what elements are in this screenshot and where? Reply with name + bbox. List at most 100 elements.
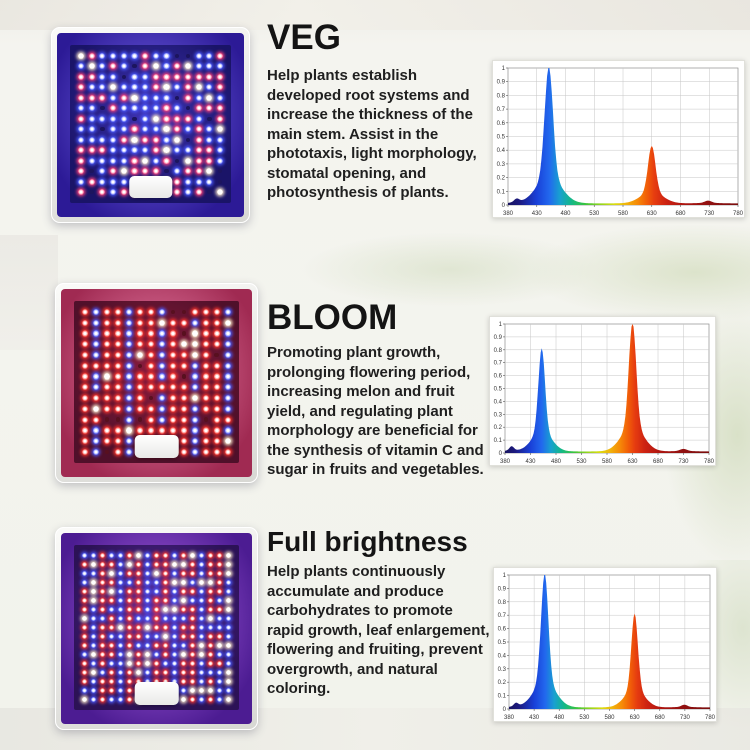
led-dot bbox=[206, 52, 213, 59]
led-dot bbox=[120, 147, 127, 154]
led-dot bbox=[153, 624, 160, 631]
led-dot bbox=[226, 570, 232, 576]
led-dot bbox=[77, 189, 85, 196]
svg-text:0: 0 bbox=[503, 707, 507, 713]
led-dot bbox=[189, 633, 196, 640]
led-dot bbox=[90, 660, 96, 667]
svg-text:0.8: 0.8 bbox=[498, 600, 507, 606]
svg-text:630: 630 bbox=[627, 459, 638, 465]
led-dot bbox=[152, 73, 159, 80]
led-dot bbox=[135, 642, 142, 649]
led-dot bbox=[171, 624, 178, 631]
led-dot bbox=[90, 688, 96, 694]
led-dot bbox=[213, 448, 220, 456]
led-dot bbox=[184, 178, 192, 185]
led-dot bbox=[224, 384, 231, 391]
led-dot bbox=[195, 136, 202, 143]
led-dot bbox=[207, 116, 212, 121]
led-dot bbox=[191, 427, 199, 434]
led-dot bbox=[171, 651, 178, 658]
led-dot bbox=[103, 308, 111, 316]
led-dot bbox=[144, 588, 151, 594]
led-dot bbox=[144, 561, 151, 567]
led-dot bbox=[142, 115, 149, 122]
led-dot bbox=[135, 552, 142, 558]
led-dot bbox=[226, 697, 232, 703]
led-dot bbox=[126, 697, 133, 703]
led-dot bbox=[199, 606, 205, 613]
svg-text:380: 380 bbox=[503, 211, 514, 217]
led-dot bbox=[108, 588, 114, 594]
led-dot bbox=[136, 384, 144, 391]
led-dot bbox=[82, 448, 89, 456]
led-dot bbox=[103, 405, 111, 413]
led-dot bbox=[191, 351, 199, 359]
led-dot bbox=[180, 606, 187, 613]
led-dot bbox=[120, 189, 127, 196]
led-dot bbox=[109, 84, 117, 91]
led-dot bbox=[174, 115, 181, 122]
led-dot bbox=[108, 697, 114, 703]
led-dot bbox=[135, 633, 142, 640]
led-dot bbox=[206, 126, 213, 133]
svg-text:580: 580 bbox=[604, 715, 615, 721]
led-dot bbox=[163, 63, 170, 70]
led-dot bbox=[108, 651, 114, 658]
led-dot bbox=[114, 395, 122, 402]
led-dot bbox=[109, 73, 117, 80]
led-dot bbox=[125, 395, 133, 402]
led-dot bbox=[206, 168, 213, 175]
led-dot bbox=[171, 615, 178, 622]
led-dot bbox=[153, 642, 160, 649]
led-dot bbox=[144, 570, 151, 576]
led-dot bbox=[162, 606, 169, 613]
led-dot bbox=[142, 63, 149, 70]
led-dot bbox=[213, 395, 220, 402]
led-dot bbox=[99, 642, 105, 649]
led-dot bbox=[158, 341, 166, 348]
svg-text:0.2: 0.2 bbox=[494, 425, 503, 431]
led-dot bbox=[120, 52, 127, 59]
led-dot bbox=[142, 105, 149, 112]
led-dot bbox=[88, 126, 95, 133]
led-dot bbox=[93, 395, 100, 402]
led-dot bbox=[109, 105, 117, 112]
full-brightness-heading: Full brightness bbox=[267, 526, 468, 557]
led-dot bbox=[189, 615, 196, 622]
panel-glow-cavity bbox=[61, 533, 252, 724]
led-dot bbox=[162, 588, 169, 594]
led-dot bbox=[189, 570, 196, 576]
led-dot bbox=[142, 52, 149, 59]
led-dot bbox=[208, 561, 214, 567]
led-dot bbox=[184, 147, 192, 154]
led-dot bbox=[213, 438, 220, 445]
led-dot bbox=[82, 319, 89, 326]
led-dot bbox=[174, 84, 181, 91]
led-dot bbox=[108, 552, 114, 558]
led-dot bbox=[147, 351, 155, 359]
led-dot bbox=[88, 94, 95, 101]
led-dot bbox=[136, 330, 144, 337]
led-dot bbox=[180, 588, 187, 594]
svg-text:0.2: 0.2 bbox=[497, 176, 506, 182]
led-dot bbox=[184, 63, 192, 70]
svg-text:580: 580 bbox=[602, 459, 613, 465]
led-dot bbox=[120, 94, 127, 101]
led-dot bbox=[180, 579, 187, 585]
led-board bbox=[74, 301, 239, 463]
led-dot bbox=[125, 341, 133, 348]
led-dot bbox=[158, 384, 166, 391]
led-dot bbox=[114, 330, 122, 337]
led-dot bbox=[144, 579, 151, 585]
led-dot bbox=[153, 597, 160, 604]
led-dot bbox=[99, 73, 106, 80]
led-dot bbox=[153, 561, 160, 567]
led-dot bbox=[77, 178, 85, 185]
led-dot bbox=[93, 373, 100, 380]
led-dot bbox=[181, 309, 187, 315]
led-dot bbox=[125, 330, 133, 337]
led-dot bbox=[82, 384, 89, 391]
led-dot bbox=[195, 52, 202, 59]
led-dot bbox=[180, 642, 187, 649]
led-dot bbox=[131, 157, 138, 164]
